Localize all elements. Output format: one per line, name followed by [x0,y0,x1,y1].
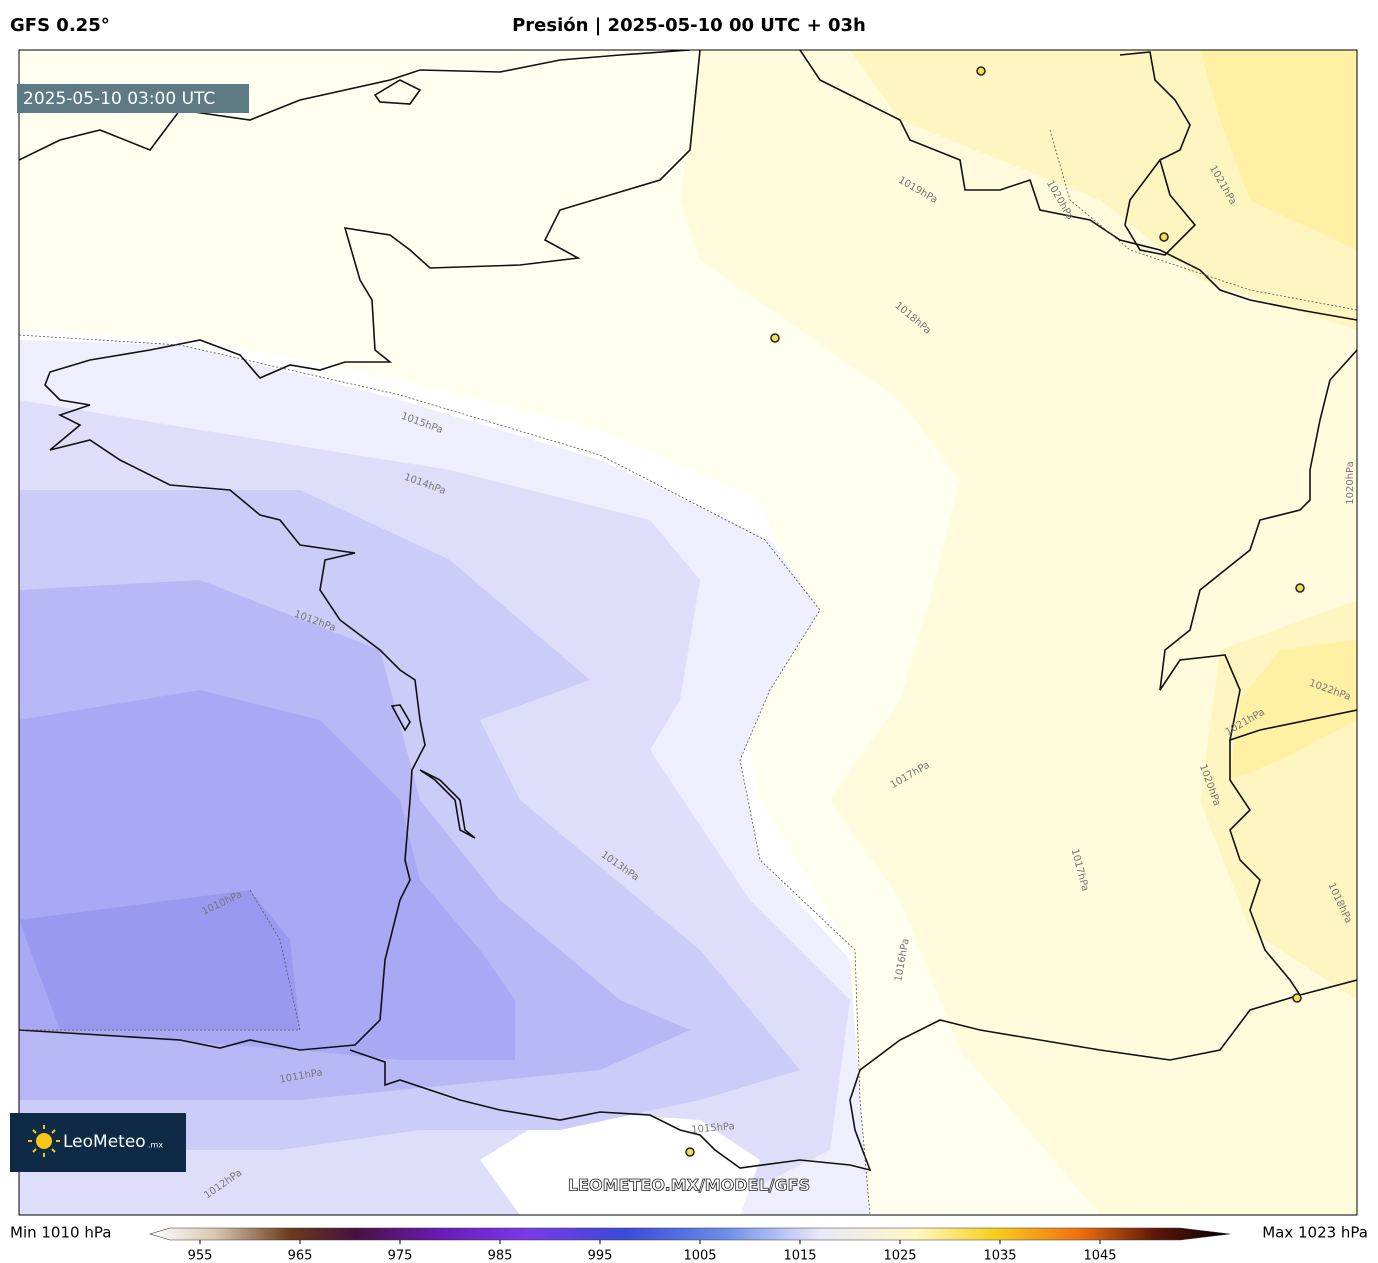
colorbar-tick-label: 955 [188,1249,213,1263]
timestamp-box [17,84,249,113]
min-label: Min 1010 hPa [10,1224,111,1242]
timestamp: 2025-05-10 03:00 UTC [23,89,215,109]
pressure-band [680,50,1357,1215]
colorbar-tick-label: 1045 [1083,1249,1116,1263]
model-label: GFS 0.25° [10,15,110,36]
map: 1019hPa 1020hPa 1021hPa1018hPa1015hPa1014h… [19,50,1357,1215]
colorbar-tick-label: 1015 [783,1249,816,1263]
colorbar-tick-label: 975 [388,1249,413,1263]
map-title: Presión | 2025-05-10 00 UTC + 03h [512,15,866,36]
colorbar-tick-label: 965 [288,1249,313,1263]
colorbar: 955 965 975 985 995 1005 1015 1025 1035 1045 [148,1227,1231,1263]
map-frame [18,49,1358,1216]
colorbar-tick-label: 985 [488,1249,513,1263]
colorbar-tick-label: 995 [588,1249,613,1263]
colorbar-body [148,1227,1231,1241]
pressure-band [1200,50,1357,250]
max-label: Max 1023 hPa [1262,1224,1368,1242]
watermark: LEOMETEO.MX/MODEL/GFS [568,1176,810,1195]
logo-sun [28,1125,60,1157]
colorbar-tick-label: 1025 [883,1249,916,1263]
colorbar-tick-label: 1005 [683,1249,716,1263]
contour-lines [19,129,1357,1215]
coastlines [19,50,1357,1172]
colorbar-tick-label: 1035 [983,1249,1016,1263]
pressure-band [1230,640,1357,780]
pressure-band [480,1110,760,1215]
cities [685,66,1305,1157]
logo-name: LeoMeteo [63,1132,146,1152]
contour-label: 1020hPa [1345,461,1356,505]
logo-suffix: .mx [148,1141,163,1150]
contour-label: 1015hPa [691,1121,735,1136]
pressure-band [19,890,300,1030]
